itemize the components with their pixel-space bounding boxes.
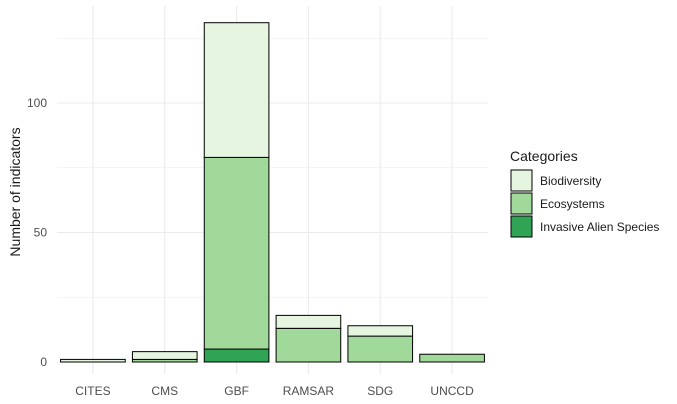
x-tick-label: GBF [224,384,249,398]
legend-label: Invasive Alien Species [540,220,659,234]
x-tick-label: CITES [75,384,110,398]
x-tick-label: SDG [367,384,393,398]
legend-swatch [510,215,533,238]
y-axis-title: Number of indicators [7,127,23,256]
bar-sdg-biodiversity [347,325,414,337]
x-tick-labels: CITES CMS GBF RAMSAR SDG UNCCD [75,384,474,398]
y-tick-labels: 0 50 100 [27,96,47,369]
legend-label: Ecosystems [540,197,605,211]
y-tick-label: 0 [40,355,47,369]
bar-gbf-invasive-alien-species [203,348,270,363]
bar-cms-biodiversity [131,351,198,360]
y-tick-label: 50 [34,226,48,240]
x-tick-label: RAMSAR [283,384,335,398]
grid-lines [57,6,488,374]
y-tick-label: 100 [27,96,47,110]
x-tick-label: UNCCD [430,384,474,398]
bar-unccd-ecosystems [419,353,485,363]
bar-gbf-ecosystems [203,156,270,350]
legend-swatch [510,192,533,215]
bar-ramsar-ecosystems [275,327,342,363]
legend: Categories Biodiversity Ecosystems Invasiv… [510,148,659,238]
legend-label: Biodiversity [540,174,601,188]
bar-gbf-biodiversity [203,22,270,158]
bars [60,22,485,363]
bar-ramsar-biodiversity [275,314,342,329]
bar-cites-biodiversity [60,358,126,363]
legend-title: Categories [510,148,578,164]
bar-sdg-ecosystems [347,335,414,363]
x-tick-label: CMS [151,384,178,398]
legend-swatch [510,169,533,192]
